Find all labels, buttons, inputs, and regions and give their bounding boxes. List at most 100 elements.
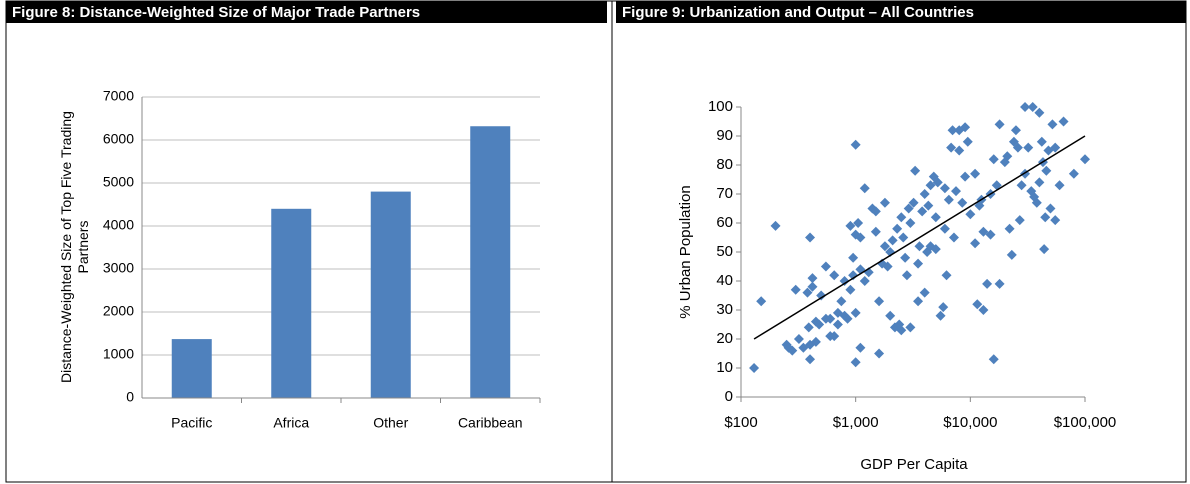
data-point (829, 270, 840, 281)
data-point (749, 363, 760, 373)
data-point (970, 238, 981, 249)
data-point (1054, 180, 1065, 191)
data-point (960, 122, 971, 133)
data-point (978, 305, 989, 315)
data-point (879, 197, 890, 208)
data-point (919, 189, 930, 199)
data-point (885, 310, 896, 321)
data-point (874, 296, 885, 307)
data-point (978, 226, 989, 237)
data-point (901, 270, 912, 281)
data-point (1014, 215, 1025, 226)
data-point (845, 284, 856, 295)
data-point (972, 299, 983, 310)
header-bar (616, 1, 1186, 23)
data-point (870, 226, 881, 237)
data-point (879, 241, 890, 252)
data-point (839, 276, 850, 286)
y-axis-label: Distance-Weighted Size of Top Five Tradi… (58, 111, 91, 383)
data-point (874, 348, 885, 359)
y-tick-label: 30 (716, 301, 733, 318)
data-point (970, 168, 981, 179)
data-point (850, 139, 861, 150)
x-axis-label: GDP Per Capita (860, 456, 968, 473)
data-point (960, 171, 971, 182)
data-point (910, 165, 921, 176)
data-point (1023, 142, 1034, 153)
data-point (1045, 203, 1056, 214)
y-tick-label: 1000 (103, 346, 134, 362)
data-point (850, 307, 861, 318)
data-point (859, 276, 870, 286)
data-point (896, 325, 907, 336)
data-point (859, 183, 870, 194)
data-point (930, 212, 941, 223)
data-point (1004, 223, 1015, 234)
x-tick-label: $100 (724, 414, 757, 431)
y-tick-label: 7000 (103, 88, 134, 104)
data-point (919, 287, 930, 298)
data-point (903, 203, 914, 214)
data-point (965, 209, 976, 220)
data-point (1050, 142, 1061, 153)
figure-title: Figure 9: Urbanization and Output – All … (622, 4, 974, 21)
data-point (946, 142, 957, 153)
y-tick-label: 80 (716, 156, 733, 173)
data-point (947, 125, 958, 136)
data-point (938, 302, 949, 313)
y-tick-label: 100 (708, 98, 733, 115)
data-point (825, 313, 836, 324)
data-point (814, 319, 825, 330)
trendline (753, 135, 1086, 340)
data-point (925, 180, 936, 191)
data-point (1041, 165, 1052, 176)
data-point (807, 273, 818, 284)
data-point (770, 220, 781, 231)
header-bar (6, 1, 607, 23)
data-point (985, 229, 996, 240)
figure-title: Figure 8: Distance-Weighted Size of Majo… (12, 4, 420, 21)
data-point (930, 244, 941, 255)
data-point (941, 270, 952, 281)
data-point (943, 194, 954, 205)
x-tick-label: $1,000 (833, 414, 879, 431)
data-point (935, 310, 946, 321)
data-point (1020, 102, 1031, 112)
bar (271, 208, 312, 398)
data-point (1027, 102, 1038, 112)
data-point (994, 278, 1005, 289)
y-tick-label: 6000 (103, 131, 134, 147)
data-point (853, 218, 864, 228)
data-point (882, 261, 893, 272)
x-tick-label: Africa (273, 415, 309, 431)
data-point (948, 232, 959, 243)
data-point (988, 154, 999, 165)
data-point (1047, 119, 1058, 130)
data-point (1036, 136, 1047, 147)
y-tick-label: 50 (716, 243, 733, 260)
data-point (1068, 168, 1079, 179)
data-point (756, 296, 767, 307)
y-tick-label: 20 (716, 330, 733, 347)
data-point (913, 258, 924, 269)
data-point (939, 183, 950, 194)
data-point (1006, 249, 1017, 260)
y-tick-label: 70 (716, 185, 733, 202)
data-point (829, 331, 840, 342)
data-point (842, 313, 853, 324)
y-axis-label: % Urban Population (677, 185, 694, 318)
data-point (845, 220, 856, 231)
data-point (905, 218, 916, 228)
data-point (805, 354, 816, 365)
data-point (832, 319, 843, 330)
data-point (807, 281, 818, 292)
data-point (988, 354, 999, 365)
data-point (848, 270, 859, 281)
data-point (803, 322, 814, 333)
data-point (954, 145, 965, 156)
data-point (1080, 154, 1090, 165)
x-tick-label: Pacific (171, 415, 212, 431)
data-point (1010, 125, 1021, 136)
